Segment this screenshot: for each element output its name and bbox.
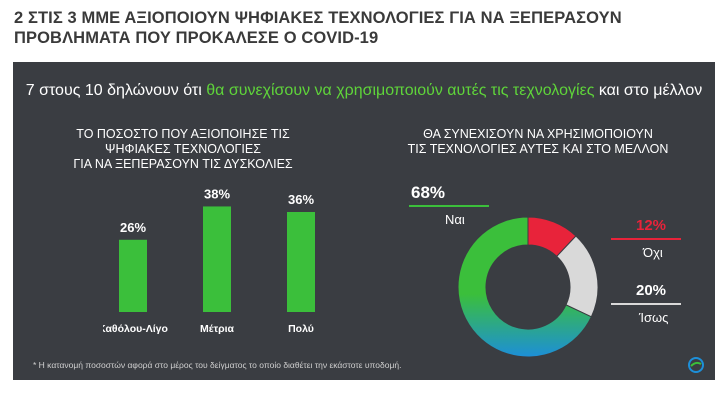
bar-chart: 26% Καθόλου-Λίγο 38% Μέτρια 36% Πολύ	[103, 186, 315, 335]
donut-chart	[457, 216, 599, 358]
bar-0	[119, 239, 147, 312]
bar-category-label-0: Καθόλου-Λίγο	[103, 323, 168, 335]
footnote: * Η κατανομή ποσοστών αφορά στο μέρος το…	[33, 360, 402, 370]
headline-pre: 7 στους 10 δηλώνουν ότι	[25, 82, 207, 99]
bar-1	[203, 206, 231, 312]
logo-icon	[688, 357, 704, 373]
bar-category-label-1: Μέτρια	[200, 323, 235, 335]
donut-slice-0	[457, 216, 593, 358]
bar-value-label-0: 26%	[120, 220, 146, 235]
bar-value-label-1: 38%	[204, 186, 230, 201]
bar-value-label-2: 36%	[288, 192, 314, 207]
donut-chart-title: ΘΑ ΣΥΝΕΧΙΣΟΥΝ ΝΑ ΧΡΗΣΙΜΟΠΟΙΟΥΝ ΤΙΣ ΤΕΧΝΟ…	[407, 127, 669, 156]
maybe-underline	[611, 303, 681, 305]
no-underline	[611, 238, 681, 240]
yes-label: Ναι	[445, 212, 465, 227]
maybe-label: Ίσως	[639, 310, 669, 325]
no-label: Όχι	[643, 245, 663, 260]
no-percent: 12%	[636, 217, 667, 234]
infographic-panel: 7 στους 10 δηλώνουν ότι θα συνεχίσουν να…	[13, 62, 715, 380]
maybe-percent: 20%	[636, 282, 667, 299]
bar-chart-title: ΤΟ ΠΟΣΟΣΤΟ ΠΟΥ ΑΞΙΟΠΟΙΗΣΕ ΤΙΣ ΨΗΦΙΑΚΕΣ Τ…	[73, 127, 293, 171]
headline-post: και στο μέλλον	[594, 82, 703, 99]
yes-underline	[409, 205, 489, 207]
page-title: 2 ΣΤΙΣ 3 ΜΜΕ ΑΞΙΟΠΟΙΟΥΝ ΨΗΦΙΑΚΕΣ ΤΕΧΝΟΛΟ…	[14, 9, 622, 47]
headline-highlight: θα συνεχίσουν να χρησιμοποιούν αυτές τις…	[206, 82, 595, 99]
yes-percent: 68%	[411, 183, 446, 202]
bar-category-label-2: Πολύ	[288, 323, 314, 335]
bar-2	[287, 212, 315, 312]
headline: 7 στους 10 δηλώνουν ότι θα συνεχίσουν να…	[13, 82, 715, 100]
